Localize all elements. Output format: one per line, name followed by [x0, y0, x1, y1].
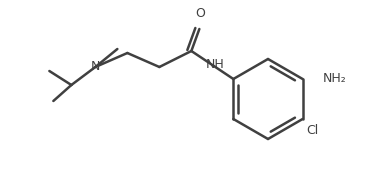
Text: N: N [91, 60, 100, 73]
Text: Cl: Cl [307, 125, 319, 138]
Text: O: O [195, 7, 205, 20]
Text: NH: NH [206, 59, 225, 71]
Text: NH₂: NH₂ [323, 73, 346, 85]
